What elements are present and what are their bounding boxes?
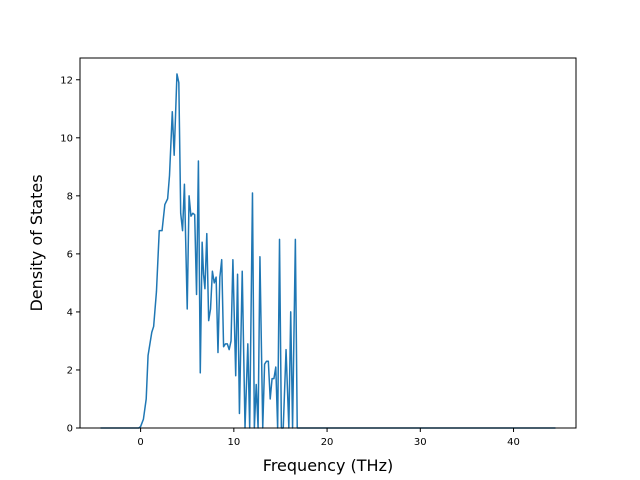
y-tick-label: 2 bbox=[67, 365, 73, 376]
x-tick-label: 20 bbox=[321, 437, 334, 448]
axes-frame bbox=[79, 57, 577, 429]
y-tick-label: 0 bbox=[67, 424, 73, 435]
plot-area bbox=[100, 73, 556, 429]
y-tick-label: 6 bbox=[67, 249, 73, 260]
x-tick-label: 10 bbox=[227, 437, 240, 448]
y-tick-label: 12 bbox=[60, 75, 73, 86]
y-tick-label: 4 bbox=[67, 307, 73, 318]
dos-series-line bbox=[100, 73, 556, 429]
x-tick-label: 30 bbox=[414, 437, 427, 448]
y-tick-label: 8 bbox=[67, 191, 73, 202]
y-axis-label: Density of States bbox=[27, 174, 46, 311]
x-tick-label: 40 bbox=[507, 437, 520, 448]
x-tick-label: 0 bbox=[137, 437, 143, 448]
x-axis-label: Frequency (THz) bbox=[263, 456, 393, 475]
ticks: 0 10 20 30 40 0 2 4 6 8 10 12 bbox=[60, 75, 520, 448]
y-tick-label: 10 bbox=[60, 133, 73, 144]
